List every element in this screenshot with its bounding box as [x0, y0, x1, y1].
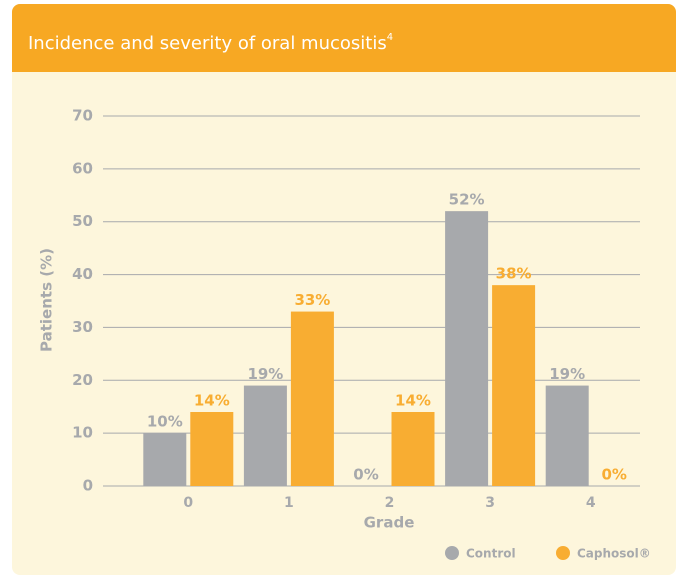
value-label: 19% [247, 365, 283, 383]
y-tick-label: 30 [72, 318, 93, 336]
bar [391, 412, 435, 486]
value-label: 14% [395, 392, 431, 410]
chart-title: Incidence and severity of oral mucositis… [28, 32, 393, 54]
value-label: 0% [601, 466, 626, 484]
value-label: 10% [147, 413, 183, 431]
title-superscript: 4 [387, 32, 393, 43]
card [12, 4, 676, 575]
value-label: 52% [449, 191, 485, 209]
x-tick-label: 1 [284, 495, 294, 511]
bar [243, 385, 287, 486]
y-tick-label: 50 [72, 212, 93, 230]
value-label: 0% [353, 466, 378, 484]
x-tick-label: 2 [385, 495, 395, 511]
bar [143, 433, 187, 486]
bar [190, 412, 234, 486]
value-label: 14% [194, 392, 230, 410]
y-tick-label: 70 [72, 107, 93, 125]
x-tick-label: 4 [586, 495, 596, 511]
y-tick-label: 40 [72, 265, 93, 283]
x-axis-label: Grade [364, 514, 415, 532]
legend-label: Control [466, 547, 516, 561]
bar [290, 311, 334, 486]
title-text: Incidence and severity of oral mucositis [28, 33, 387, 54]
legend-swatch [556, 546, 570, 560]
legend-label: Caphosol® [577, 547, 651, 561]
bar [492, 285, 536, 486]
x-tick-label: 0 [183, 495, 193, 511]
y-axis-label: Patients (%) [38, 248, 56, 352]
y-tick-label: 20 [72, 371, 93, 389]
bar [545, 385, 589, 486]
value-label: 38% [496, 265, 532, 283]
y-tick-label: 60 [72, 159, 93, 177]
y-tick-label: 10 [72, 424, 93, 442]
legend-swatch [445, 546, 459, 560]
value-label: 19% [549, 365, 585, 383]
bar [445, 211, 489, 486]
y-tick-label: 0 [83, 477, 93, 495]
value-label: 33% [294, 291, 330, 309]
header [12, 4, 676, 72]
x-tick-label: 3 [485, 495, 495, 511]
